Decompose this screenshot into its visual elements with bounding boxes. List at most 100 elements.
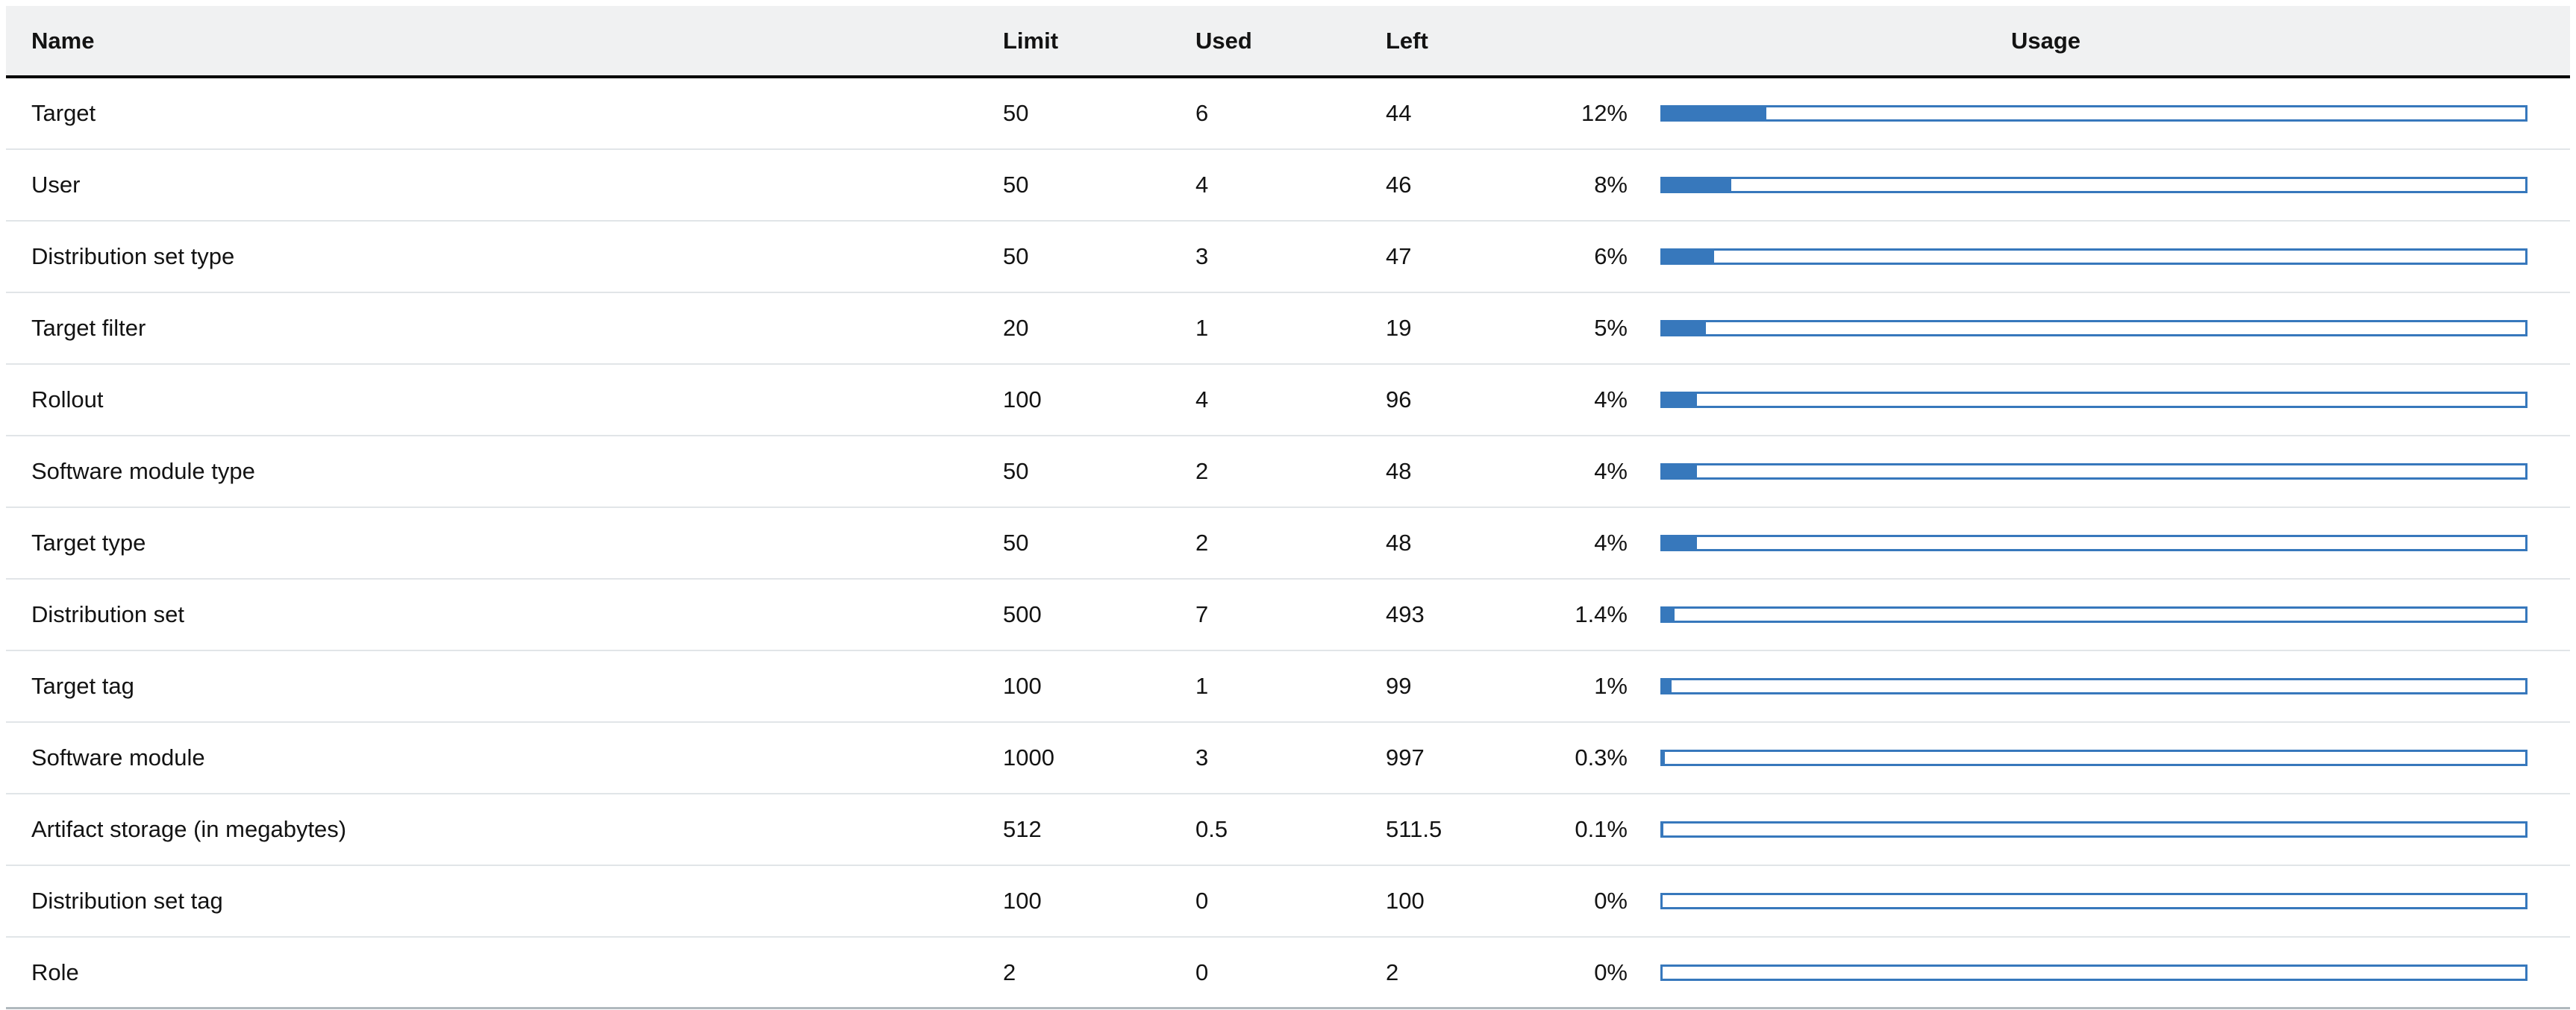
quota-limit-cell: 100: [1003, 888, 1042, 914]
quota-used-cell: 1: [1195, 315, 1209, 341]
progress-track: [1660, 463, 2527, 480]
column-header-left: Left: [1386, 27, 1428, 54]
table-header-row: Name Limit Used Left Usage: [6, 6, 2570, 78]
quota-usage-table: Name Limit Used Left Usage Target 50 6 4…: [6, 6, 2570, 1009]
quota-left-cell: 511.5: [1386, 816, 1442, 842]
quota-used-cell: 1: [1195, 673, 1209, 699]
quota-percent-cell: 0.3%: [1575, 744, 1628, 771]
quota-left-cell: 2: [1386, 959, 1399, 985]
quota-used-cell: 0: [1195, 888, 1209, 914]
quota-name-cell: Distribution set type: [31, 243, 235, 269]
table-row: Distribution set 500 7 493 1.4%: [6, 580, 2570, 651]
table-row: Target tag 100 1 99 1%: [6, 651, 2570, 723]
progress-track: [1660, 964, 2527, 981]
progress-fill: [1663, 251, 1715, 263]
quota-used-cell: 0.5: [1195, 816, 1228, 842]
quota-left-cell: 48: [1386, 530, 1412, 556]
quota-used-cell: 3: [1195, 744, 1209, 771]
quota-name-cell: Distribution set: [31, 601, 185, 627]
usage-progress-bar: [1660, 463, 2527, 480]
progress-fill: [1663, 107, 1766, 119]
quota-limit-cell: 1000: [1003, 744, 1054, 771]
progress-fill: [1663, 537, 1698, 549]
quota-percent-cell: 8%: [1594, 172, 1628, 198]
table-row: Target type 50 2 48 4%: [6, 508, 2570, 580]
quota-limit-cell: 50: [1003, 172, 1029, 198]
quota-name-cell: Artifact storage (in megabytes): [31, 816, 347, 842]
quota-name-cell: User: [31, 172, 81, 198]
quota-used-cell: 3: [1195, 243, 1209, 269]
quota-percent-cell: 4%: [1594, 530, 1628, 556]
quota-used-cell: 7: [1195, 601, 1209, 627]
progress-track: [1660, 392, 2527, 408]
quota-name-cell: Role: [31, 959, 79, 985]
quota-name-cell: Target: [31, 100, 96, 126]
progress-track: [1660, 535, 2527, 551]
quota-left-cell: 46: [1386, 172, 1412, 198]
quota-name-cell: Rollout: [31, 386, 104, 413]
quota-used-cell: 4: [1195, 386, 1209, 413]
progress-fill: [1663, 465, 1698, 477]
table-row: Artifact storage (in megabytes) 512 0.5 …: [6, 794, 2570, 866]
quota-limit-cell: 50: [1003, 243, 1029, 269]
progress-track: [1660, 750, 2527, 766]
progress-fill: [1663, 179, 1732, 191]
usage-progress-bar: [1660, 392, 2527, 408]
progress-track: [1660, 678, 2527, 694]
quota-left-cell: 47: [1386, 243, 1412, 269]
table-row: Software module type 50 2 48 4%: [6, 436, 2570, 508]
usage-progress-bar: [1660, 177, 2527, 193]
quota-used-cell: 4: [1195, 172, 1209, 198]
progress-track: [1660, 821, 2527, 838]
quota-limit-cell: 100: [1003, 386, 1042, 413]
quota-percent-cell: 1.4%: [1575, 601, 1628, 627]
usage-progress-bar: [1660, 750, 2527, 766]
quota-left-cell: 493: [1386, 601, 1425, 627]
progress-fill: [1663, 394, 1698, 406]
quota-limit-cell: 100: [1003, 673, 1042, 699]
progress-fill: [1663, 322, 1706, 334]
quota-left-cell: 44: [1386, 100, 1412, 126]
table-row: Distribution set type 50 3 47 6%: [6, 222, 2570, 293]
usage-progress-bar: [1660, 678, 2527, 694]
progress-fill: [1663, 680, 1672, 692]
quota-left-cell: 19: [1386, 315, 1412, 341]
quota-percent-cell: 6%: [1594, 243, 1628, 269]
quota-used-cell: 2: [1195, 530, 1209, 556]
quota-percent-cell: 4%: [1594, 458, 1628, 484]
quota-used-cell: 6: [1195, 100, 1209, 126]
usage-progress-bar: [1660, 320, 2527, 336]
column-header-limit: Limit: [1003, 27, 1059, 54]
quota-limit-cell: 50: [1003, 100, 1029, 126]
progress-track: [1660, 177, 2527, 193]
quota-percent-cell: 0%: [1594, 959, 1628, 985]
table-row: Software module 1000 3 997 0.3%: [6, 723, 2570, 794]
progress-fill: [1663, 609, 1675, 621]
usage-progress-bar: [1660, 105, 2527, 122]
quota-left-cell: 100: [1386, 888, 1425, 914]
table-row: User 50 4 46 8%: [6, 150, 2570, 222]
quota-limit-cell: 500: [1003, 601, 1042, 627]
usage-progress-bar: [1660, 248, 2527, 265]
column-header-name: Name: [31, 27, 95, 54]
quota-percent-cell: 4%: [1594, 386, 1628, 413]
quota-used-cell: 0: [1195, 959, 1209, 985]
quota-percent-cell: 0.1%: [1575, 816, 1628, 842]
progress-track: [1660, 606, 2527, 623]
progress-fill: [1663, 752, 1666, 764]
quota-limit-cell: 50: [1003, 458, 1029, 484]
progress-track: [1660, 105, 2527, 122]
quota-used-cell: 2: [1195, 458, 1209, 484]
table-row: Target filter 20 1 19 5%: [6, 293, 2570, 365]
progress-track: [1660, 248, 2527, 265]
quota-percent-cell: 1%: [1594, 673, 1628, 699]
progress-track: [1660, 893, 2527, 909]
quota-percent-cell: 12%: [1581, 100, 1628, 126]
quota-name-cell: Target type: [31, 530, 146, 556]
table-body: Target 50 6 44 12% User 50 4 46 8% Distr…: [6, 78, 2570, 1009]
column-header-used: Used: [1195, 27, 1252, 54]
quota-name-cell: Software module type: [31, 458, 255, 484]
progress-track: [1660, 320, 2527, 336]
quota-name-cell: Distribution set tag: [31, 888, 223, 914]
usage-progress-bar: [1660, 964, 2527, 981]
